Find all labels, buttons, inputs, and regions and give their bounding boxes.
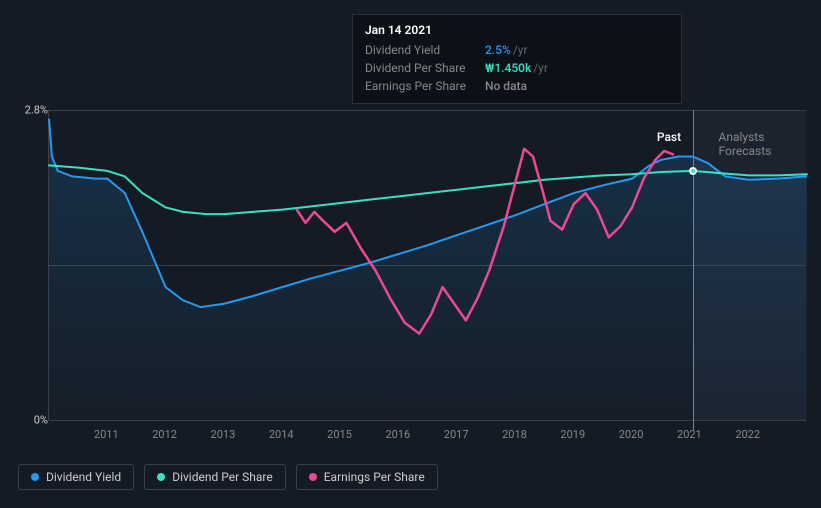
tooltip-row: Dividend Yield2.5% /yr xyxy=(365,41,669,59)
tooltip-row: Dividend Per Share₩1.450k /yr xyxy=(365,59,669,77)
tooltip-unit: /yr xyxy=(533,59,548,77)
dividend-chart: Past Analysts Forecasts 2.8% 0% 2011 2012 20… xyxy=(18,100,806,450)
tooltip-row: Earnings Per ShareNo data xyxy=(365,77,669,95)
x-axis-label: 2019 xyxy=(560,428,585,441)
x-axis-label: 2018 xyxy=(502,428,527,441)
legend-label: Dividend Yield xyxy=(46,470,121,484)
plot-area[interactable] xyxy=(48,110,806,420)
tooltip-date: Jan 14 2021 xyxy=(365,23,669,37)
x-axis-label: 2015 xyxy=(327,428,352,441)
cursor-dot xyxy=(689,167,697,175)
tooltip-value: ₩1.450k xyxy=(485,59,531,77)
x-axis-label: 2016 xyxy=(385,428,410,441)
legend-item-dividend-per-share[interactable]: Dividend Per Share xyxy=(144,464,286,490)
x-axis-label: 2020 xyxy=(619,428,644,441)
legend-dot xyxy=(309,473,317,481)
forecast-label: Analysts Forecasts xyxy=(719,130,777,158)
x-axis-label: 2022 xyxy=(735,428,760,441)
x-axis-label: 2021 xyxy=(677,428,702,441)
tooltip-value: 2.5% xyxy=(485,41,511,59)
legend-dot xyxy=(157,473,165,481)
tooltip-value: No data xyxy=(485,77,527,95)
chart-tooltip: Jan 14 2021 Dividend Yield2.5% /yrDivide… xyxy=(352,14,682,104)
legend-item-earnings-per-share[interactable]: Earnings Per Share xyxy=(296,464,438,490)
legend-label: Dividend Per Share xyxy=(172,470,273,484)
cursor-line xyxy=(693,110,694,430)
x-axis-label: 2011 xyxy=(94,428,119,441)
x-axis-label: 2012 xyxy=(152,428,177,441)
x-axis-label: 2014 xyxy=(269,428,294,441)
past-label: Past xyxy=(657,130,681,144)
x-axis-label: 2013 xyxy=(211,428,236,441)
legend-dot xyxy=(31,473,39,481)
tooltip-rows: Dividend Yield2.5% /yrDividend Per Share… xyxy=(365,41,669,95)
y-axis-label: 0% xyxy=(34,414,48,427)
legend: Dividend Yield Dividend Per Share Earnings… xyxy=(18,464,438,490)
tooltip-unit: /yr xyxy=(513,41,528,59)
x-axis-label: 2017 xyxy=(444,428,469,441)
tooltip-label: Dividend Per Share xyxy=(365,59,485,77)
y-axis-label: 2.8% xyxy=(25,104,48,117)
legend-label: Earnings Per Share xyxy=(324,470,425,484)
legend-item-dividend-yield[interactable]: Dividend Yield xyxy=(18,464,134,490)
tooltip-label: Dividend Yield xyxy=(365,41,485,59)
tooltip-label: Earnings Per Share xyxy=(365,77,485,95)
